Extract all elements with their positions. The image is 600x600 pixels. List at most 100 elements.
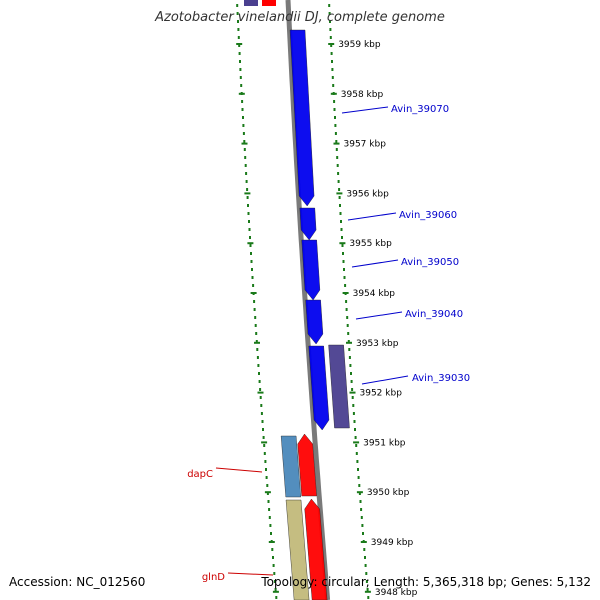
tick-dot: [272, 556, 274, 559]
tick-dot: [239, 60, 241, 63]
tick-dot: [236, 4, 239, 7]
tick-label: 3955 kbp: [349, 239, 392, 249]
major-tick: [254, 341, 260, 344]
tick-dot: [338, 196, 341, 199]
gene-feature: [262, 0, 276, 6]
tick-dot: [359, 500, 362, 503]
tick-dot: [253, 308, 256, 311]
accession-text: Accession: NC_012560: [9, 575, 146, 589]
tick-dot: [339, 204, 341, 207]
tick-dot: [254, 316, 257, 319]
tick-dot: [333, 100, 336, 103]
gene-feature: [285, 499, 310, 600]
tick-dot: [249, 244, 252, 247]
tick-dot: [263, 452, 266, 455]
tick-label: 3950 kbp: [367, 488, 410, 498]
tick-dot: [273, 580, 276, 583]
tick-dot: [246, 196, 249, 199]
tick-dot: [275, 596, 278, 599]
tick-dot: [262, 436, 265, 439]
tick-dot: [271, 548, 274, 551]
major-tick: [247, 242, 254, 245]
tick-dot: [358, 484, 361, 487]
major-tick: [272, 590, 279, 593]
tick-dot: [262, 428, 264, 431]
tick-dot: [355, 452, 358, 455]
gene-label: dapC: [187, 469, 213, 480]
major-tick: [342, 292, 349, 294]
major-tick: [264, 491, 271, 494]
gene-feature: [304, 498, 328, 600]
tick-dot: [361, 524, 364, 527]
tick-dot: [340, 220, 342, 223]
major-tick: [336, 192, 343, 195]
tick-dot: [351, 388, 354, 391]
label-leader-line: [355, 311, 403, 320]
tick-dot: [331, 68, 334, 71]
tick-dot: [249, 236, 251, 239]
tick-dot: [263, 444, 266, 447]
tick-dot: [237, 36, 240, 39]
gene-label: Avin_39060: [399, 210, 457, 221]
tick-label: 3951 kbp: [363, 438, 406, 448]
tick-label: 3959 kbp: [338, 40, 381, 50]
tick-dot: [273, 572, 276, 575]
gene-features: [244, 0, 350, 600]
tick-dot: [337, 172, 340, 175]
tick-dot: [363, 548, 366, 551]
tick-label: 3948 kbp: [375, 588, 418, 598]
tick-dot: [330, 52, 333, 55]
tick-dot: [348, 348, 351, 351]
topology-text: Topology: circular; Length: 5,365,318 bp…: [261, 575, 591, 589]
tick-dot: [268, 508, 271, 511]
tick-dot: [354, 436, 357, 439]
tick-dot: [267, 500, 270, 503]
tick-dot: [333, 108, 336, 111]
tick-dot: [328, 4, 331, 7]
gene-feature: [289, 29, 315, 207]
tick-dot: [357, 468, 359, 471]
gene-feature: [280, 435, 302, 498]
tick-label: 3952 kbp: [360, 389, 403, 399]
tick-dot: [266, 492, 269, 495]
gene-feature: [328, 344, 350, 429]
tick-dot: [356, 460, 359, 463]
tick-dot: [257, 364, 260, 367]
tick-dot: [274, 588, 277, 591]
tick-dot: [338, 188, 341, 191]
tick-dot: [350, 380, 353, 383]
tick-dot: [364, 556, 366, 559]
tick-dot: [329, 36, 332, 39]
tick-dot: [266, 484, 269, 487]
gene-label: Avin_39040: [405, 309, 463, 320]
tick-dot: [329, 20, 331, 23]
major-tick: [333, 142, 340, 145]
tick-dot: [343, 268, 345, 271]
gene-feature: [308, 345, 330, 431]
tick-dot: [253, 300, 256, 303]
gene-feature: [299, 207, 317, 241]
tick-dot: [250, 260, 253, 263]
major-tick: [238, 92, 245, 95]
tick-dot: [330, 44, 333, 47]
major-tick: [356, 491, 363, 494]
tick-dot: [354, 428, 356, 431]
gene-feature: [297, 433, 317, 497]
major-tick: [236, 43, 243, 45]
tick-dot: [239, 76, 242, 79]
tick-dot: [269, 524, 272, 527]
tick-dot: [362, 532, 364, 535]
tick-labels: 3959 kbp 3958 kbp 3957 kbp 3956 kbp 3955 kbp…: [338, 40, 417, 598]
tick-dot: [341, 236, 343, 239]
major-tick: [241, 142, 248, 145]
major-tick: [330, 92, 337, 95]
gene-labels: Avin_39070 Avin_39060 Avin_39050 Avin_39040…: [187, 104, 470, 583]
tick-dot: [265, 468, 267, 471]
tick-dot: [352, 412, 355, 415]
tick-dot: [336, 156, 339, 159]
tick-dot: [334, 124, 337, 127]
tick-dot: [256, 356, 259, 359]
tick-dot: [260, 412, 263, 415]
tick-dot: [264, 460, 267, 463]
tick-dot: [252, 284, 255, 287]
